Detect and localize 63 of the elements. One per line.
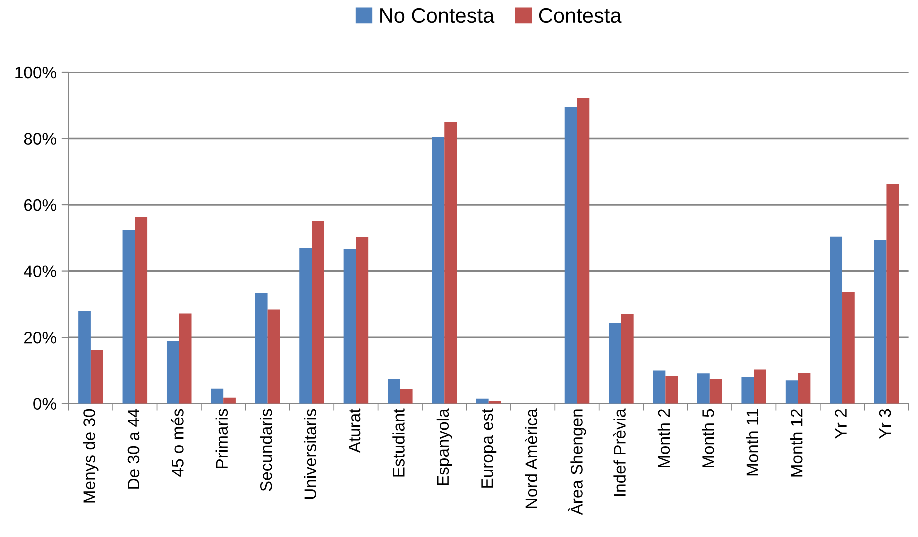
y-tick-label: 80%	[24, 133, 56, 145]
bar	[742, 376, 754, 404]
bar	[432, 137, 445, 404]
bar	[710, 379, 722, 404]
x-tick-label: Menys de 30	[83, 409, 99, 503]
bar	[653, 370, 666, 404]
bar	[312, 221, 324, 404]
y-tick-label: 20%	[24, 332, 56, 344]
bar	[255, 293, 268, 404]
bar	[476, 398, 489, 404]
bar	[621, 314, 634, 404]
bar	[842, 292, 855, 404]
bar	[224, 398, 236, 404]
bar	[786, 380, 798, 404]
y-tick-label: 40%	[24, 266, 56, 278]
bar	[78, 311, 91, 404]
bar	[609, 323, 622, 404]
y-tick-label: 100%	[16, 66, 56, 79]
x-tick-label: Àrea Shengen	[568, 410, 586, 516]
x-tick-label: De 30 a 44	[128, 409, 140, 489]
y-tick-label: 60%	[24, 199, 56, 212]
bar	[356, 237, 369, 404]
bar	[564, 107, 578, 404]
bar	[754, 370, 766, 404]
x-tick-label: Primaris	[216, 409, 228, 468]
bar	[830, 236, 843, 404]
x-tick-label: Universitaris	[304, 409, 316, 500]
x-tick-label: Yr 3	[879, 409, 892, 439]
x-tick-label: Europa est	[482, 408, 497, 488]
bar	[122, 230, 136, 404]
bar	[179, 314, 192, 404]
bar	[135, 217, 148, 404]
bar	[577, 98, 590, 404]
x-tick-label: 45 o més	[171, 409, 184, 477]
bar	[400, 389, 413, 404]
bar	[344, 249, 356, 404]
bar	[698, 374, 710, 404]
bar	[211, 388, 224, 404]
bar	[90, 350, 104, 404]
x-tick-label: Indef Prèvia	[614, 408, 626, 496]
bar	[886, 184, 900, 404]
legend-label: Contesta	[539, 8, 622, 24]
x-tick-label: Month 11	[746, 409, 759, 476]
x-tick-label: Espanyola	[436, 408, 452, 486]
x-tick-label: Aturat	[349, 408, 361, 454]
bar	[300, 248, 312, 404]
x-tick-label: Nord Amèrica	[525, 408, 538, 508]
bar	[874, 240, 887, 404]
bar	[268, 310, 280, 404]
bar	[444, 122, 458, 404]
x-tick-label: Estudiant	[392, 408, 405, 477]
bar	[488, 401, 502, 404]
x-tick-label: Yr 2	[835, 410, 847, 439]
y-tick-label: 0%	[34, 398, 56, 410]
x-tick-label: Secundaris	[260, 409, 272, 492]
bar	[666, 376, 678, 404]
x-tick-label: Month 5	[702, 409, 714, 468]
x-tick-label: Month 2	[658, 410, 670, 468]
bar	[798, 373, 811, 404]
bar	[388, 379, 400, 404]
x-tick-label: Month 12	[790, 410, 803, 477]
bar	[166, 341, 180, 404]
legend-label: No Contesta	[380, 8, 495, 24]
